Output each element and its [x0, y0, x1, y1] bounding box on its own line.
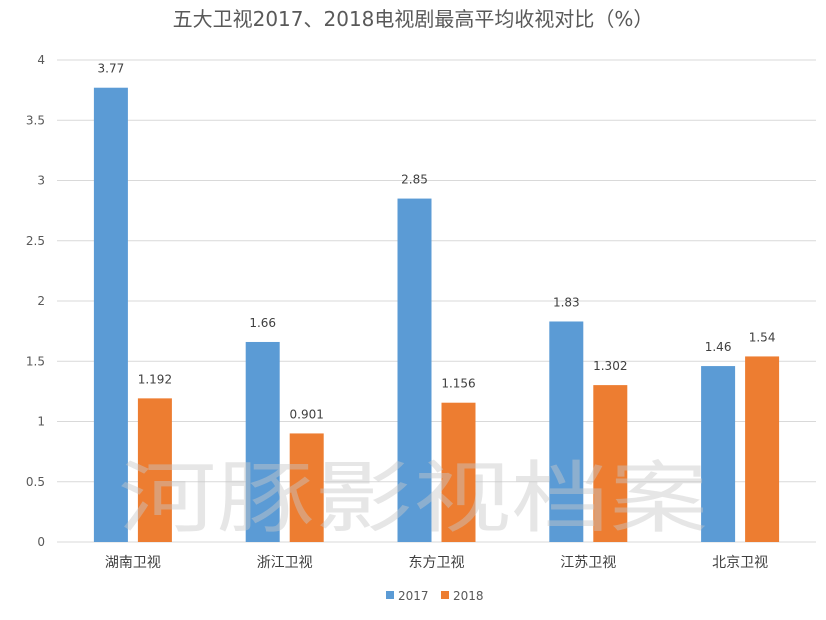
- y-tick-label: 3.5: [26, 113, 45, 127]
- legend-swatch: [441, 591, 449, 599]
- bar-2018: [289, 433, 324, 542]
- bar-2017: [549, 321, 584, 542]
- bar-2017: [93, 87, 128, 542]
- y-tick-label: 2.5: [26, 234, 45, 248]
- data-label: 3.77: [98, 62, 125, 76]
- bar-2018: [745, 356, 780, 542]
- y-tick-label: 3: [37, 174, 45, 188]
- data-label: 1.83: [553, 295, 580, 309]
- y-tick-label: 4: [37, 53, 45, 67]
- y-tick-label: 1.5: [26, 354, 45, 368]
- chart-title: 五大卫视2017、2018电视剧最高平均收视对比（%）: [173, 7, 654, 31]
- y-tick-label: 2: [37, 294, 45, 308]
- category-label: 江苏卫视: [560, 555, 616, 571]
- category-label: 湖南卫视: [105, 555, 161, 571]
- data-label: 1.192: [138, 372, 172, 386]
- data-label: 1.66: [249, 316, 276, 330]
- bars: [93, 87, 780, 542]
- legend-label: 2017: [398, 589, 429, 603]
- bar-2018: [593, 385, 628, 542]
- legend-swatch: [386, 591, 394, 599]
- watermark-text: 河豚影视档案: [118, 454, 708, 544]
- data-label: 1.156: [441, 377, 475, 391]
- gridlines: [57, 59, 816, 543]
- category-label: 浙江卫视: [257, 555, 313, 571]
- bar-2018: [441, 402, 476, 542]
- data-label: 1.54: [749, 330, 776, 344]
- bar-2018: [137, 398, 172, 542]
- data-label: 0.901: [290, 407, 324, 421]
- data-labels: 3.77 1.192 1.66 0.901 2.85 1.156 1.83 1.302 1.46…: [98, 62, 776, 422]
- data-label: 1.302: [593, 359, 627, 373]
- data-label: 2.85: [401, 173, 428, 187]
- y-tick-label: 1: [37, 415, 45, 429]
- bar-2017: [397, 198, 432, 542]
- bar-2017: [701, 366, 736, 542]
- legend-label: 2018: [453, 589, 484, 603]
- data-label: 1.46: [705, 340, 732, 354]
- category-label: 北京卫视: [712, 555, 768, 571]
- y-axis-ticks: 0 0.5 1 1.5 2 2.5 3 3.5 4: [26, 53, 45, 549]
- x-axis-categories: 湖南卫视 浙江卫视 东方卫视 江苏卫视 北京卫视: [105, 555, 768, 571]
- y-tick-label: 0: [37, 535, 45, 549]
- legend: 2017 2018: [386, 589, 484, 603]
- category-label: 东方卫视: [409, 555, 465, 571]
- bar-2017: [245, 341, 280, 542]
- y-tick-label: 0.5: [26, 475, 45, 489]
